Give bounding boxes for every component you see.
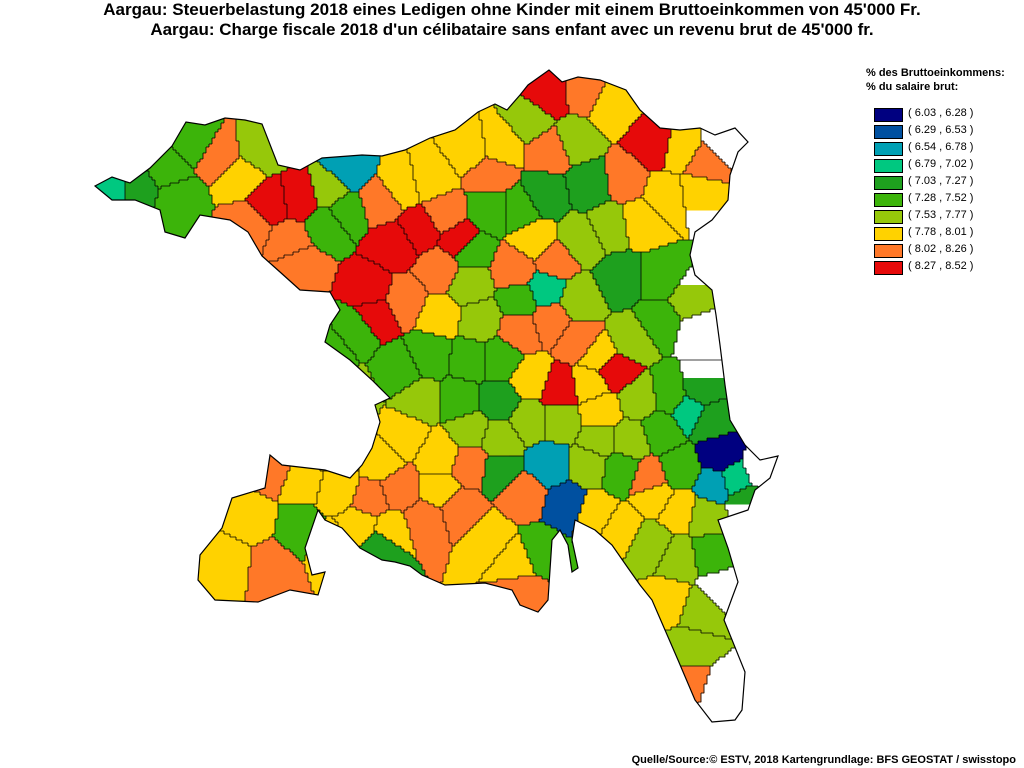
map-title-german: Aargau: Steuerbelastung 2018 eines Ledig…	[103, 0, 921, 19]
legend-label: ( 6.29 , 6.53 )	[908, 124, 974, 136]
legend-swatch	[874, 159, 903, 173]
legend-swatch	[874, 176, 903, 190]
legend-swatch	[874, 261, 903, 275]
legend-label: ( 7.03 , 7.27 )	[908, 175, 974, 187]
source-credit: Quelle/Source:© ESTV, 2018 Kartengrundla…	[631, 754, 1016, 766]
legend-label: ( 6.79 , 7.02 )	[908, 158, 974, 170]
legend-swatch	[874, 108, 903, 122]
legend-heading-german: % des Bruttoeinkommens:	[866, 67, 1005, 79]
legend-swatch	[874, 210, 903, 224]
legend-label: ( 7.28 , 7.52 )	[908, 192, 974, 204]
legend-swatch	[874, 125, 903, 139]
legend-label: ( 7.53 , 7.77 )	[908, 209, 974, 221]
canton-outline	[93, 69, 779, 723]
legend-swatch	[874, 227, 903, 241]
legend-label: ( 6.03 , 6.28 )	[908, 107, 974, 119]
legend-label: ( 8.27 , 8.52 )	[908, 260, 974, 272]
map-title-french: Aargau: Charge fiscale 2018 d'un célibat…	[150, 20, 874, 39]
legend-label: ( 8.02 , 8.26 )	[908, 243, 974, 255]
legend-swatch	[874, 142, 903, 156]
legend-heading: % des Bruttoeinkommens: % du salaire bru…	[866, 66, 1005, 94]
legend-swatch	[874, 193, 903, 207]
legend-label: ( 6.54 , 6.78 )	[908, 141, 974, 153]
legend-swatch	[874, 244, 903, 258]
legend-heading-french: % du salaire brut:	[866, 81, 959, 93]
municipality-cells	[95, 70, 778, 722]
legend-label: ( 7.78 , 8.01 )	[908, 226, 974, 238]
